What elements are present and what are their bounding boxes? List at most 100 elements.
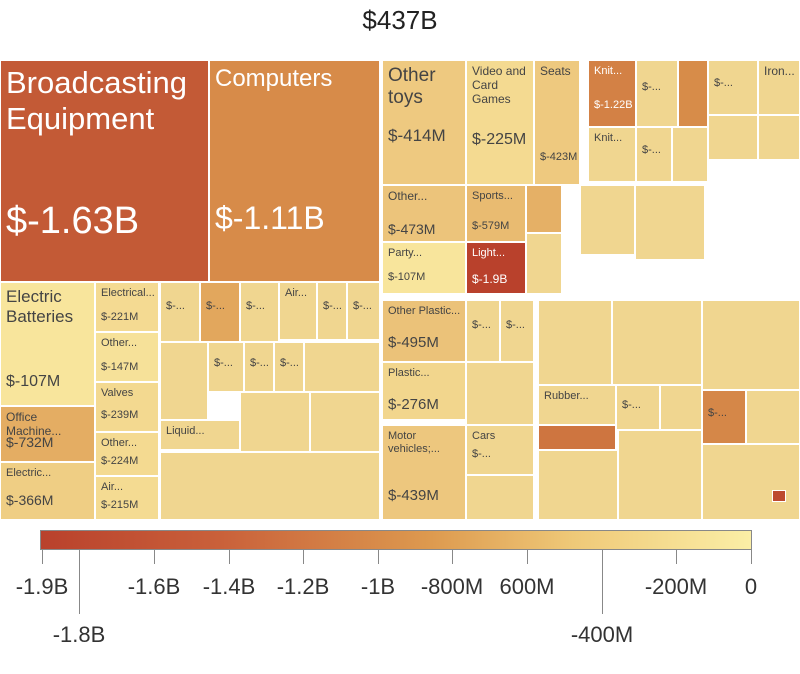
treemap-tile[interactable]: Computers $-1.11B (209, 60, 380, 282)
treemap-tile-small[interactable] (526, 233, 562, 294)
treemap-tile[interactable]: Other toys $-414M (382, 60, 466, 185)
treemap-tile-label: Air... (285, 287, 308, 299)
treemap-tile-small[interactable] (672, 127, 708, 182)
colorbar-tick (42, 550, 43, 564)
treemap-tile-small[interactable] (678, 60, 708, 127)
treemap-tile-small[interactable] (538, 300, 612, 385)
treemap-tile-label: Party... (388, 247, 423, 259)
treemap-tile[interactable]: Motor vehicles;... $-439M (382, 425, 466, 520)
treemap-tile[interactable]: Cars $-... (466, 425, 534, 475)
treemap-tile-value: $-439M (388, 487, 439, 504)
treemap-tile-small-label: $-... (642, 80, 661, 93)
treemap-tile-small[interactable] (708, 115, 758, 160)
treemap-tile-small[interactable] (538, 425, 616, 450)
treemap-tile[interactable]: Video and Card Games $-225M (466, 60, 534, 185)
treemap-tile[interactable]: Electric Batteries $-107M (0, 282, 95, 406)
treemap-tile-small[interactable]: $-... (708, 60, 758, 115)
treemap-tile[interactable]: Plastic... $-276M (382, 362, 466, 420)
colorbar-tick-label: -1.6B (127, 574, 181, 599)
treemap-tile-small[interactable]: $-... (702, 390, 746, 444)
treemap-tile-small[interactable]: $-... (317, 282, 347, 340)
colorbar-tick (229, 550, 230, 564)
colorbar-tick-label: -200M (644, 574, 708, 599)
treemap-tile[interactable]: Electrical... $-221M (95, 282, 159, 332)
treemap-tile-small[interactable] (618, 430, 702, 520)
treemap-tile-label: Sports... (472, 190, 513, 202)
treemap-tile[interactable]: Broadcasting Equipment $-1.63B (0, 60, 209, 282)
treemap-tile-small-label: $-... (250, 357, 269, 370)
treemap-tile-value: $-1.9B (472, 272, 508, 286)
treemap-tile-value: $-495M (388, 334, 439, 351)
treemap-tile-small-label: $-... (714, 76, 733, 89)
treemap-tile[interactable]: Other... $-473M (382, 185, 466, 242)
treemap-tile-small[interactable]: $-... (240, 282, 279, 342)
treemap-tile[interactable]: Other... $-224M (95, 432, 159, 476)
treemap-tile[interactable]: Other... $-147M (95, 332, 159, 382)
colorbar-tick-label: 0 (744, 574, 758, 599)
treemap-tile-value: $-414M (388, 126, 446, 145)
colorbar-tick-label: -400M (570, 622, 634, 647)
treemap-tile-small[interactable]: $-... (636, 127, 672, 182)
treemap-tile-small[interactable] (526, 185, 562, 233)
treemap-tile[interactable]: Light... $-1.9B (466, 242, 526, 294)
treemap-tile-small[interactable] (304, 342, 380, 392)
treemap-tile-small[interactable] (538, 450, 618, 520)
treemap-tile-small-label: $-... (214, 357, 233, 370)
treemap-tile[interactable]: Party... $-107M (382, 242, 466, 294)
treemap-tile-small-label: $-... (280, 357, 299, 370)
treemap-tile-small[interactable] (660, 385, 702, 430)
treemap-tile-small[interactable] (466, 362, 534, 425)
treemap-tile[interactable]: Liquid... (160, 420, 240, 450)
treemap-tile-small-label: $-... (472, 319, 491, 331)
treemap-tile-small[interactable]: $-... (208, 342, 244, 392)
treemap-tile[interactable]: Knit... $-1.22B (588, 60, 636, 127)
treemap-tile-small[interactable]: $-... (274, 342, 304, 392)
treemap-tile[interactable]: Electric... $-366M (0, 462, 95, 520)
treemap-tile-small[interactable] (772, 490, 786, 502)
treemap-tile-small-label: $-... (708, 406, 727, 419)
colorbar-tick-label: -800M (420, 574, 484, 599)
treemap-tile-small[interactable] (160, 342, 208, 420)
treemap-tile-small[interactable]: $-... (616, 385, 660, 430)
treemap-tile-small[interactable]: $-... (244, 342, 274, 392)
treemap-tile-label: Cars (472, 430, 496, 442)
treemap-tile[interactable]: Air... (279, 282, 317, 340)
treemap-tile-small[interactable] (702, 300, 800, 390)
treemap-tile-label: Motor vehicles;... (388, 430, 440, 455)
treemap-tile-small[interactable]: $-... (347, 282, 380, 340)
treemap-tile[interactable]: Other Plastic... $-495M (382, 300, 466, 362)
treemap-tile[interactable]: Office Machine... $-732M (0, 406, 95, 462)
treemap-tile-label: Rubber... (544, 390, 589, 402)
treemap-tile[interactable]: Rubber... (538, 385, 616, 425)
treemap-tile-small[interactable] (758, 115, 800, 160)
treemap-tile-label: Other... (388, 189, 428, 203)
treemap-tile[interactable]: Seats $-423M (534, 60, 580, 185)
treemap-tile[interactable]: Sports... $-579M (466, 185, 526, 242)
treemap-tile-small[interactable] (466, 475, 534, 520)
colorbar-tick (303, 550, 304, 564)
treemap-tile-value: $-579M (472, 220, 510, 232)
treemap-tile[interactable]: Air... $-215M (95, 476, 159, 520)
treemap-tile[interactable]: Iron... (758, 60, 800, 115)
treemap-tile-small[interactable] (702, 444, 800, 520)
treemap-tile-small[interactable] (160, 452, 380, 520)
treemap-tile-label: Seats (540, 64, 571, 78)
treemap-tile-label: Office Machine... (6, 410, 62, 438)
treemap-tile-label: Other... (101, 437, 138, 449)
treemap-tile[interactable]: Valves $-239M (95, 382, 159, 432)
treemap-tile-small-label: $-... (506, 319, 525, 331)
treemap-tile-small[interactable]: $-... (160, 282, 200, 342)
treemap-tile[interactable]: Knit... (588, 127, 636, 182)
treemap-tile-small[interactable] (612, 300, 702, 385)
treemap-tile-small[interactable] (240, 392, 310, 452)
treemap-tile-label: Valves (101, 387, 134, 399)
treemap-tile-small[interactable] (635, 185, 705, 260)
treemap-tile-small[interactable] (580, 185, 635, 255)
treemap-tile-small[interactable]: $-... (500, 300, 534, 362)
treemap-tile-small[interactable]: $-... (466, 300, 500, 362)
treemap-tile-small[interactable] (310, 392, 380, 452)
treemap-tile-small[interactable]: $-... (636, 60, 678, 127)
treemap-tile-small[interactable] (746, 390, 800, 444)
treemap-tile-small-label: $-... (622, 398, 641, 411)
treemap-tile-small[interactable]: $-... (200, 282, 240, 342)
